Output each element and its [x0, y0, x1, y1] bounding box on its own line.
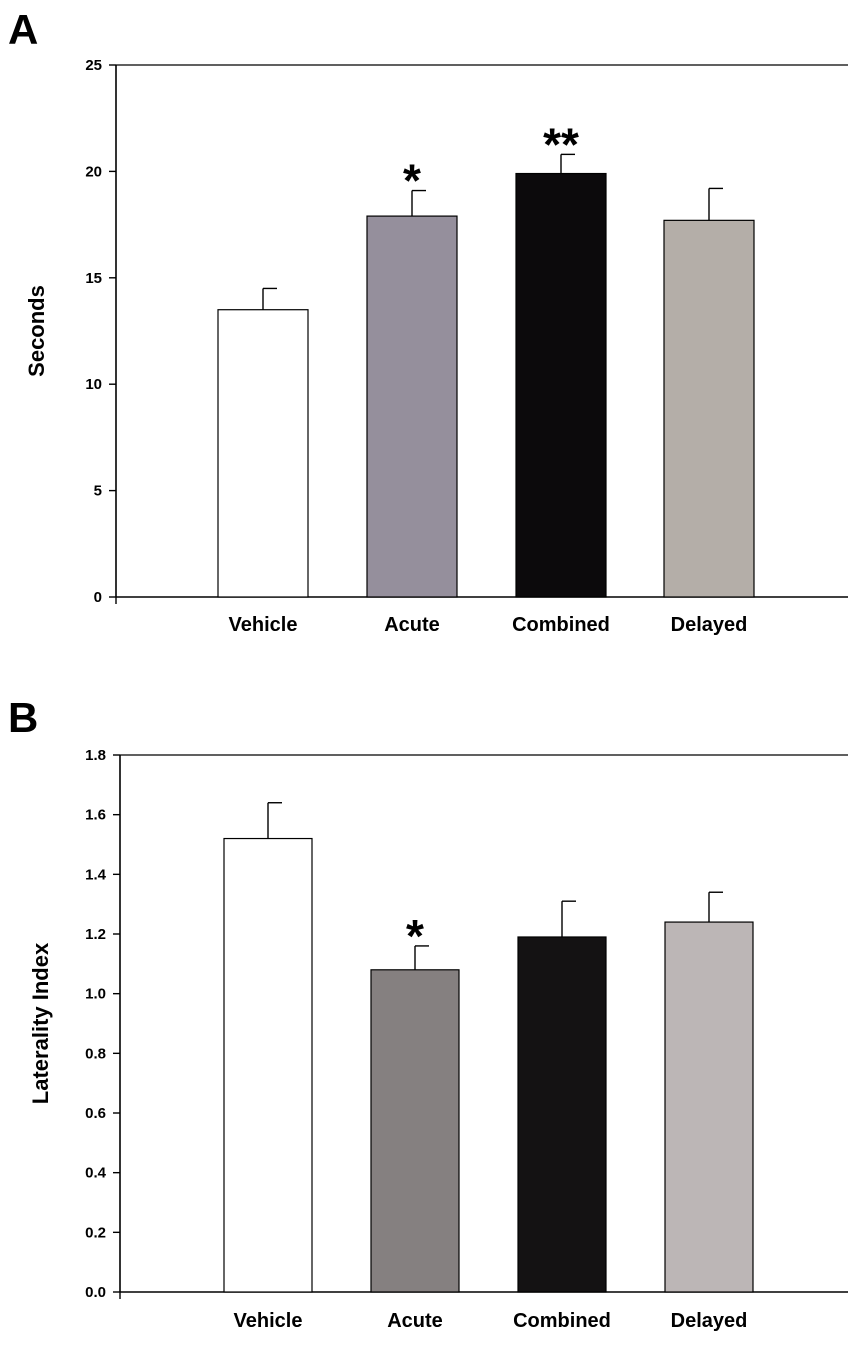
y-tick-label: 10 [85, 376, 102, 393]
y-tick-label: 0.8 [85, 1045, 106, 1062]
y-tick-label: 0.2 [85, 1224, 106, 1241]
y-tick-label: 1.8 [85, 747, 106, 764]
panel-b: B 0.0 0.2 0.4 0.6 0.8 1.0 1.2 1.4 1.6 1.8 Lateralit… [8, 694, 848, 1332]
significance-acute: * [406, 910, 424, 962]
x-tick-label-delayed: Delayed [671, 614, 748, 636]
significance-acute: * [403, 155, 421, 207]
y-tick-label: 1.0 [85, 986, 106, 1003]
y-tick-label: 1.2 [85, 926, 106, 943]
y-tick-label: 0.0 [85, 1284, 106, 1301]
y-tick-label: 0 [94, 589, 102, 606]
significance-combined: ** [543, 118, 579, 170]
y-axis-title: Laterality Index [28, 942, 53, 1104]
y-tick-label: 20 [85, 163, 102, 180]
y-tick-label: 1.4 [85, 866, 107, 883]
y-tick-label: 15 [85, 270, 102, 287]
y-tick-label: 5 [94, 483, 102, 500]
bar-delayed [664, 921, 754, 1293]
x-tick-label-acute: Acute [387, 1310, 443, 1332]
panel-label-b: B [8, 694, 38, 741]
y-tick-label: 0.4 [85, 1165, 107, 1182]
x-tick-label-combined: Combined [512, 614, 610, 636]
bar-combined [517, 936, 607, 1293]
panel-a: A 0 5 10 15 20 25 Seconds Vehicle Acute * Combined *… [8, 6, 848, 636]
bar-acute [366, 215, 458, 598]
x-tick-label-combined: Combined [513, 1310, 611, 1332]
y-tick-label: 25 [85, 57, 102, 74]
x-tick-label-vehicle: Vehicle [234, 1310, 303, 1332]
panel-label-a: A [8, 6, 38, 53]
bar-vehicle [217, 309, 309, 598]
bar-acute [370, 969, 460, 1293]
x-tick-label-delayed: Delayed [671, 1310, 748, 1332]
bar-combined [515, 172, 607, 598]
y-tick-label: 1.6 [85, 807, 106, 824]
x-tick-label-acute: Acute [384, 614, 440, 636]
bar-delayed [663, 219, 755, 598]
x-tick-label-vehicle: Vehicle [229, 614, 298, 636]
y-axis-title: Seconds [24, 285, 49, 377]
bar-vehicle [223, 837, 313, 1293]
y-tick-label: 0.6 [85, 1105, 106, 1122]
